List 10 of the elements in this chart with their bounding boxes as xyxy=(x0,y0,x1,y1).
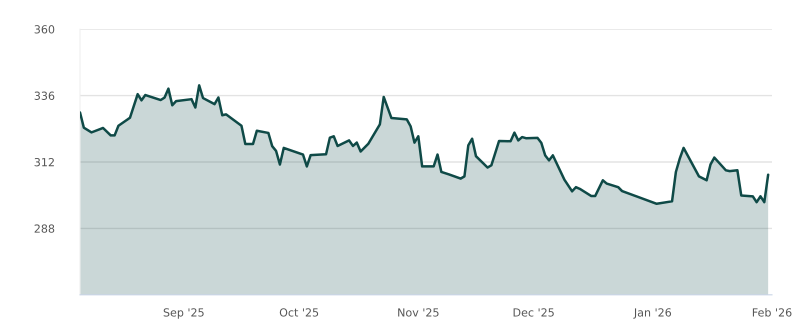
x-tick-label: Jan '26 xyxy=(633,308,672,319)
x-tick-label: Dec '25 xyxy=(514,308,554,317)
y-tick-label: 336 xyxy=(34,92,54,100)
x-tick-label: Nov '25 xyxy=(398,308,439,317)
x-tick-label: Feb '26 xyxy=(752,308,792,317)
y-tick-label: 312 xyxy=(34,158,54,166)
x-tick-label: Oct '25 xyxy=(280,308,318,317)
y-tick-label: 288 xyxy=(34,224,54,233)
x-tick-label: Sep '25 xyxy=(164,308,204,319)
y-tick-label: 360 xyxy=(34,25,54,34)
